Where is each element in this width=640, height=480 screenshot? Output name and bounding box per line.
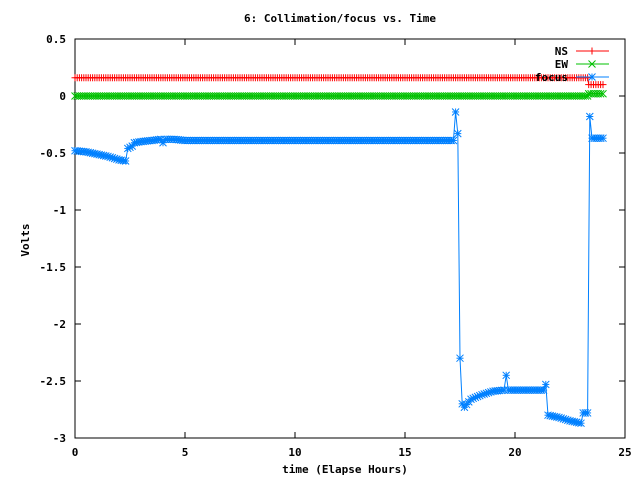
y-tick-label: -2.5 — [40, 375, 67, 388]
data-point — [451, 108, 460, 116]
x-tick-label: 10 — [288, 446, 301, 459]
data-point — [456, 354, 464, 363]
data-point — [581, 92, 590, 100]
data-point — [577, 419, 585, 428]
y-tick-label: 0 — [59, 90, 66, 103]
y-tick-label: -2 — [53, 318, 66, 331]
data-point — [502, 371, 511, 380]
x-tick-label: 5 — [182, 446, 189, 459]
axes: 0 5 10 15 20 25 0.5 0 -0.5 -1 -1.5 -2 -2.5 -3 — [40, 33, 632, 459]
data-point — [599, 81, 607, 89]
data-point — [596, 89, 605, 98]
data-point — [583, 409, 592, 417]
data-point — [588, 47, 596, 55]
x-axis-label: time (Elapse Hours) — [282, 463, 408, 476]
legend-label: EW — [555, 58, 569, 71]
series-focus — [71, 108, 607, 428]
data-point — [121, 157, 130, 165]
data-point — [599, 134, 607, 143]
data-point — [449, 136, 458, 145]
y-tick-label: 0.5 — [46, 33, 66, 46]
series-line — [74, 111, 603, 424]
legend-label: NS — [555, 45, 568, 58]
data-point — [588, 60, 596, 68]
plot-frame — [74, 38, 626, 439]
x-tick-label: 25 — [618, 446, 631, 459]
x-tick-label: 0 — [72, 446, 79, 459]
legend-label: focus — [535, 71, 568, 84]
series-EW — [71, 89, 607, 100]
y-tick-label: -0.5 — [40, 147, 67, 160]
data-point — [583, 92, 592, 100]
data-point — [585, 112, 594, 121]
series-layer — [71, 74, 607, 428]
x-tick-label: 20 — [508, 446, 521, 459]
series-NS — [71, 74, 607, 89]
y-axis-label: Volts — [19, 223, 32, 256]
data-point — [599, 89, 607, 98]
data-point — [453, 129, 462, 138]
y-tick-label: -3 — [53, 432, 66, 445]
y-tick-label: -1 — [53, 204, 67, 217]
data-point — [588, 73, 596, 81]
data-point — [541, 380, 550, 389]
y-tick-label: -1.5 — [40, 261, 67, 274]
data-point — [584, 74, 592, 82]
chart-title: 6: Collimation/focus vs. Time — [244, 12, 436, 25]
x-tick-label: 15 — [398, 446, 411, 459]
